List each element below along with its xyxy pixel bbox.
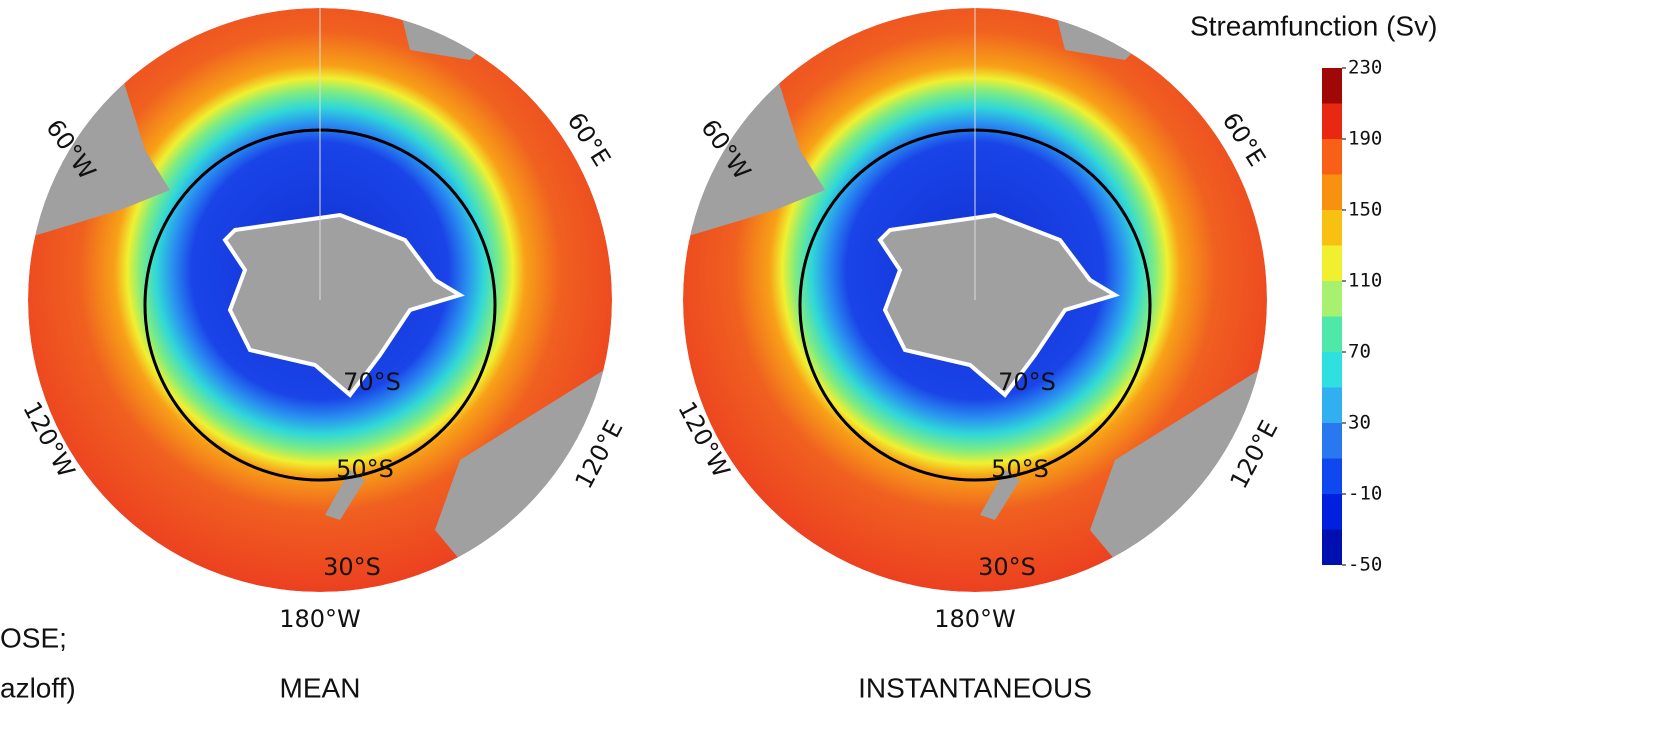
map-label: 50°S [991, 455, 1049, 483]
caption-fragment: azloff) [0, 672, 76, 703]
map-label: 30°S [978, 553, 1036, 581]
map-label: 70°S [343, 368, 401, 396]
colorbar-band [1322, 139, 1342, 175]
colorbar-band [1322, 103, 1342, 139]
antarctica [877, 212, 1120, 398]
antarctica [222, 212, 465, 398]
panel-title: INSTANTANEOUS [858, 672, 1092, 703]
map-label: 30°S [323, 553, 381, 581]
caption-fragment: OSE; [0, 622, 67, 653]
colorbar-tick-label: 190 [1348, 128, 1382, 150]
new-zealand [980, 470, 1020, 520]
map-label: 50°S [336, 455, 394, 483]
colorbar-band [1322, 423, 1342, 459]
colorbar-band [1322, 210, 1342, 246]
colorbar-tick-label: 30 [1348, 412, 1371, 434]
colorbar-band [1322, 68, 1342, 104]
colorbar-tick-label: -10 [1348, 483, 1382, 505]
new-zealand [325, 470, 365, 520]
colorbar-band [1322, 494, 1342, 530]
colorbar-band [1322, 316, 1342, 352]
colorbar-tick-label: 70 [1348, 341, 1371, 363]
map-body [28, 8, 612, 592]
colorbar-band [1322, 458, 1342, 494]
colorbar-title: Streamfunction (Sv) [1190, 10, 1437, 41]
colorbar-band [1322, 281, 1342, 317]
colorbar-tick-label: 230 [1348, 57, 1382, 79]
colorbar-band [1322, 387, 1342, 423]
colorbar-tick-label: 150 [1348, 199, 1382, 221]
panel-title: MEAN [280, 672, 361, 703]
colorbar-band [1322, 245, 1342, 281]
colorbar-tick-label: 110 [1348, 270, 1382, 292]
map-label: 180°W [279, 605, 361, 633]
colorbar-tick-label: -50 [1348, 554, 1382, 576]
colorbar-band [1322, 174, 1342, 210]
map-body [683, 8, 1267, 592]
colorbar-band [1322, 529, 1342, 565]
map-label: 180°W [934, 605, 1016, 633]
colorbar-band [1322, 352, 1342, 388]
map-label: 70°S [998, 368, 1056, 396]
